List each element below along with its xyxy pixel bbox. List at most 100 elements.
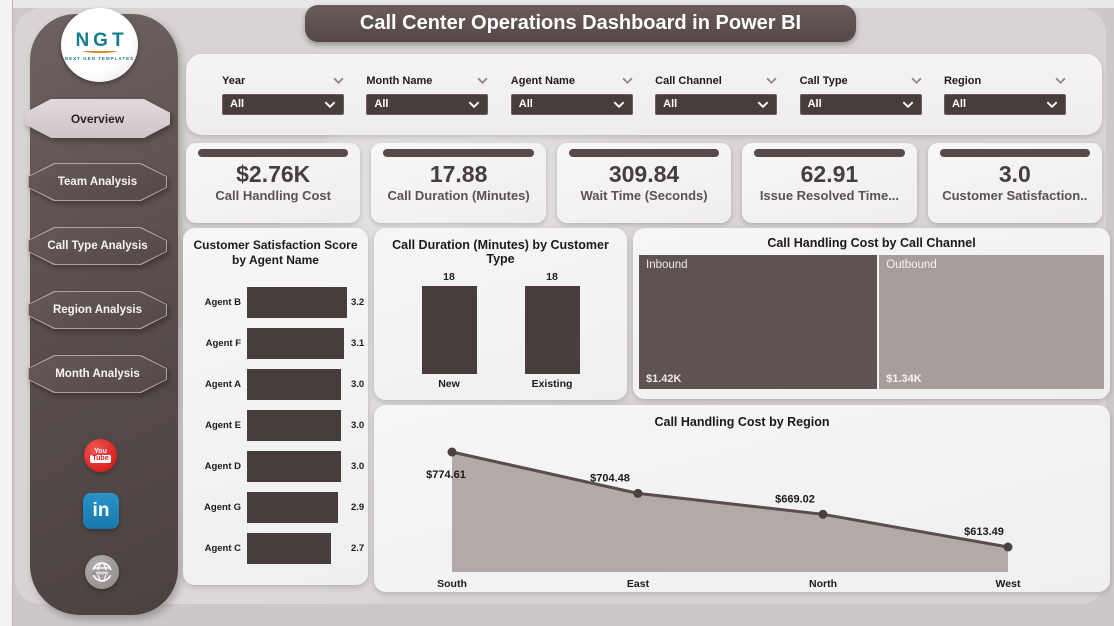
filter-select[interactable]: All bbox=[510, 93, 633, 115]
area-fill bbox=[452, 452, 1008, 572]
x-axis-label-north: North bbox=[809, 578, 837, 590]
filter-header[interactable]: Call Channel bbox=[655, 75, 777, 87]
filter-label: Agent Name bbox=[510, 74, 575, 87]
website-globe-icon[interactable]: www bbox=[85, 555, 119, 589]
sidebar-item-month-analysis[interactable]: Month Analysis bbox=[28, 355, 167, 393]
bar-chart: Agent B 3.2 Agent F 3.1 Agent A 3.0 Agent E… bbox=[191, 282, 364, 569]
filter-label: Call Channel bbox=[655, 74, 722, 87]
chevron-down-icon[interactable] bbox=[911, 77, 922, 84]
sidebar-item-team-analysis[interactable]: Team Analysis bbox=[28, 163, 167, 201]
bar-track bbox=[247, 451, 347, 482]
bar[interactable] bbox=[247, 533, 331, 564]
kpi-row: $2.76K Call Handling Cost 17.88 Call Dur… bbox=[186, 143, 1103, 223]
youtube-icon-text: You bbox=[94, 448, 107, 455]
chevron-down-icon[interactable] bbox=[902, 101, 914, 108]
sidebar-item-overview[interactable]: Overview bbox=[25, 99, 170, 138]
filter-region: Region All bbox=[943, 75, 1066, 115]
filter-header[interactable]: Region bbox=[944, 75, 1066, 87]
sidebar-item-call-type-analysis[interactable]: Call Type Analysis bbox=[28, 227, 167, 265]
chart-card-duration-by-customer-type: Call Duration (Minutes) by Customer Type… bbox=[374, 228, 627, 400]
chevron-down-icon[interactable] bbox=[1046, 101, 1058, 108]
bar[interactable] bbox=[247, 410, 341, 441]
bar-category-label: Agent E bbox=[205, 420, 241, 431]
bar-row-agent-g: Agent G 2.9 bbox=[191, 487, 364, 528]
kpi-card-issue-resolved-time: 62.91 Issue Resolved Time... bbox=[742, 143, 917, 223]
chevron-down-icon[interactable] bbox=[613, 101, 625, 108]
linkedin-icon-text: in bbox=[92, 500, 110, 521]
chevron-down-icon[interactable] bbox=[324, 101, 336, 108]
filter-select[interactable]: All bbox=[222, 93, 344, 115]
filter-select[interactable]: All bbox=[943, 93, 1066, 115]
bar[interactable] bbox=[247, 287, 347, 318]
bar-category-label: Agent B bbox=[204, 297, 241, 308]
filter-header[interactable]: Agent Name bbox=[511, 75, 633, 87]
kpi-label: Wait Time (Seconds) bbox=[580, 188, 708, 203]
chevron-down-icon[interactable] bbox=[766, 77, 777, 84]
chevron-down-icon[interactable] bbox=[477, 77, 488, 84]
bar[interactable] bbox=[247, 492, 338, 523]
filter-header[interactable]: Year bbox=[222, 75, 344, 87]
bar-row-agent-a: Agent A 3.0 bbox=[191, 364, 364, 405]
linkedin-icon[interactable]: in bbox=[83, 493, 119, 529]
x-axis-label-south: South bbox=[437, 578, 467, 590]
treemap-segment-label: Outbound bbox=[886, 259, 937, 271]
sidebar-item-label: Month Analysis bbox=[55, 368, 140, 380]
filter-select[interactable]: All bbox=[366, 93, 489, 115]
bar[interactable] bbox=[247, 369, 341, 400]
treemap-segment-outbound[interactable]: Outbound $1.34K bbox=[879, 255, 1104, 389]
filter-call-channel: Call Channel All bbox=[655, 75, 778, 115]
filter-value: All bbox=[951, 98, 967, 110]
data-point-west[interactable] bbox=[1003, 542, 1013, 552]
filter-label: Month Name bbox=[366, 74, 433, 87]
globe-icon: www bbox=[92, 562, 112, 582]
bar[interactable] bbox=[247, 328, 344, 359]
column-bar[interactable] bbox=[524, 286, 580, 374]
treemap-segment-inbound[interactable]: Inbound $1.42K bbox=[639, 255, 878, 389]
data-point-east[interactable] bbox=[633, 488, 643, 498]
bar-category-label: Agent F bbox=[205, 338, 241, 349]
filter-label: Call Type bbox=[799, 74, 848, 87]
sidebar-item-label: Overview bbox=[70, 111, 125, 126]
sidebar-item-label: Call Type Analysis bbox=[47, 240, 148, 252]
x-axis-label-east: East bbox=[627, 578, 650, 590]
bar-row-agent-f: Agent F 3.1 bbox=[191, 323, 364, 364]
data-point-north[interactable] bbox=[818, 509, 828, 519]
bar-track bbox=[247, 410, 347, 441]
column-category-label: New bbox=[438, 378, 460, 390]
column-group-new: 18 New bbox=[421, 271, 477, 390]
column-value-label: 18 bbox=[443, 271, 455, 283]
column-category-label: Existing bbox=[531, 378, 573, 390]
filter-year: Year All bbox=[222, 75, 344, 115]
area-chart-svg: $774.61 South $704.48 East $669.02 North $613.… bbox=[426, 447, 1021, 590]
chevron-down-icon[interactable] bbox=[622, 77, 633, 84]
kpi-label: Customer Satisfaction.. bbox=[942, 188, 1088, 203]
chevron-down-icon[interactable] bbox=[468, 101, 480, 108]
filter-header[interactable]: Month Name bbox=[366, 75, 488, 87]
data-point-south[interactable] bbox=[447, 447, 457, 457]
column-bar[interactable] bbox=[421, 286, 477, 374]
svg-text:www: www bbox=[95, 571, 109, 577]
filter-header[interactable]: Call Type bbox=[800, 75, 922, 87]
kpi-card-call-handling-cost: $2.76K Call Handling Cost bbox=[186, 143, 361, 223]
bar-category-label: Agent G bbox=[204, 502, 241, 513]
bar-value-label: 3.2 bbox=[351, 297, 365, 308]
chevron-down-icon[interactable] bbox=[757, 101, 769, 108]
filter-bar: Year All Month Name All Agent Name All C… bbox=[186, 54, 1102, 135]
bar-row-agent-e: Agent E 3.0 bbox=[191, 405, 364, 446]
logo-text: NGT bbox=[75, 29, 128, 51]
bar[interactable] bbox=[247, 451, 341, 482]
chevron-down-icon[interactable] bbox=[333, 77, 344, 84]
youtube-icon[interactable]: You Tube bbox=[84, 439, 117, 472]
filter-select[interactable]: All bbox=[799, 93, 922, 115]
youtube-icon-text: Tube bbox=[90, 455, 111, 463]
sidebar-item-region-analysis[interactable]: Region Analysis bbox=[28, 291, 167, 329]
logo: NGT NEXT GEN TEMPLATES bbox=[61, 8, 138, 82]
kpi-card-wait-time-seconds: 309.84 Wait Time (Seconds) bbox=[556, 143, 732, 223]
filter-select[interactable]: All bbox=[655, 93, 778, 115]
data-point-value-label: $613.49 bbox=[964, 526, 1004, 538]
area-line bbox=[451, 450, 1009, 549]
kpi-accent-bar bbox=[383, 149, 534, 157]
chevron-down-icon[interactable] bbox=[1055, 77, 1066, 84]
kpi-value: 62.91 bbox=[800, 161, 859, 187]
